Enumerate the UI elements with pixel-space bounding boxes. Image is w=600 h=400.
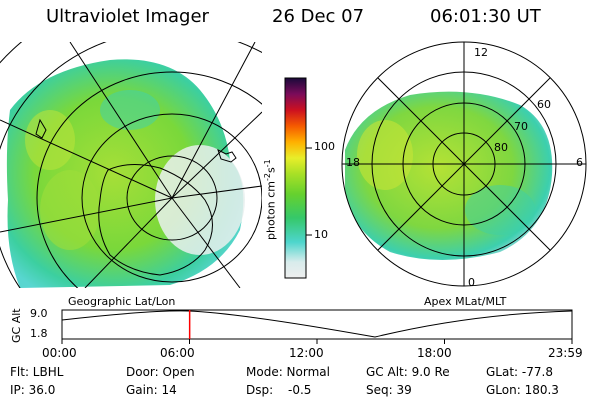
mlt-lines xyxy=(342,42,586,286)
mlat-label-70: 70 xyxy=(514,120,528,133)
left-map-caption: Geographic Lat/Lon xyxy=(68,295,176,308)
altitude-curve xyxy=(61,310,573,338)
right-map-caption: Apex MLat/MLT xyxy=(424,295,507,308)
colorbar xyxy=(284,77,307,279)
geographic-map xyxy=(0,42,262,288)
instrument-title: Ultraviolet Imager xyxy=(46,6,209,27)
colorbar-label-100: 100 xyxy=(314,140,335,153)
mlt-label-12: 12 xyxy=(474,46,488,59)
time-label: 06:01:30 UT xyxy=(430,6,541,27)
mlt-label-18: 18 xyxy=(346,156,360,169)
latitude-circles xyxy=(0,42,262,288)
magnetic-map xyxy=(345,91,553,261)
altitude-axis-title: GC Alt xyxy=(10,308,23,343)
date-label: 26 Dec 07 xyxy=(272,6,365,27)
mlat-label-60: 60 xyxy=(537,98,551,111)
colorbar-label-10: 10 xyxy=(314,228,328,241)
mode-info: Mode: Normal xyxy=(246,365,330,379)
mlt-label-0: 0 xyxy=(468,276,475,289)
glon-info: GLon: 180.3 xyxy=(486,383,559,397)
filter-info: Flt: LBHL xyxy=(10,365,64,379)
altitude-x-ticks xyxy=(61,339,573,344)
left-dim-region xyxy=(155,145,245,255)
time-tick-1800: 18:00 xyxy=(417,346,452,360)
mlt-label-6: 6 xyxy=(576,156,583,169)
gc-alt-info: GC Alt: 9.0 Re xyxy=(366,365,450,379)
time-tick-1200: 12:00 xyxy=(289,346,324,360)
ip-info: IP: 36.0 xyxy=(10,383,56,397)
altitude-y-tick-low: 1.8 xyxy=(30,327,48,340)
dsp-value: -0.5 xyxy=(288,383,312,397)
altitude-plot-frame xyxy=(61,309,573,340)
mlat-label-80: 80 xyxy=(494,141,508,154)
gain-info: Gain: 14 xyxy=(126,383,177,397)
time-tick-2359: 23:59 xyxy=(548,346,583,360)
glat-info: GLat: -77.8 xyxy=(486,365,553,379)
colorbar-unit: photon cm-2s-1 xyxy=(263,159,278,240)
meridians xyxy=(0,42,262,288)
time-tick-0000: 00:00 xyxy=(42,346,77,360)
seq-info: Seq: 39 xyxy=(366,383,412,397)
door-info: Door: Open xyxy=(126,365,195,379)
coastline xyxy=(98,164,213,276)
time-tick-0600: 06:00 xyxy=(160,346,195,360)
altitude-y-tick-high: 9.0 xyxy=(30,307,48,320)
dsp-label: Dsp: xyxy=(246,383,274,397)
